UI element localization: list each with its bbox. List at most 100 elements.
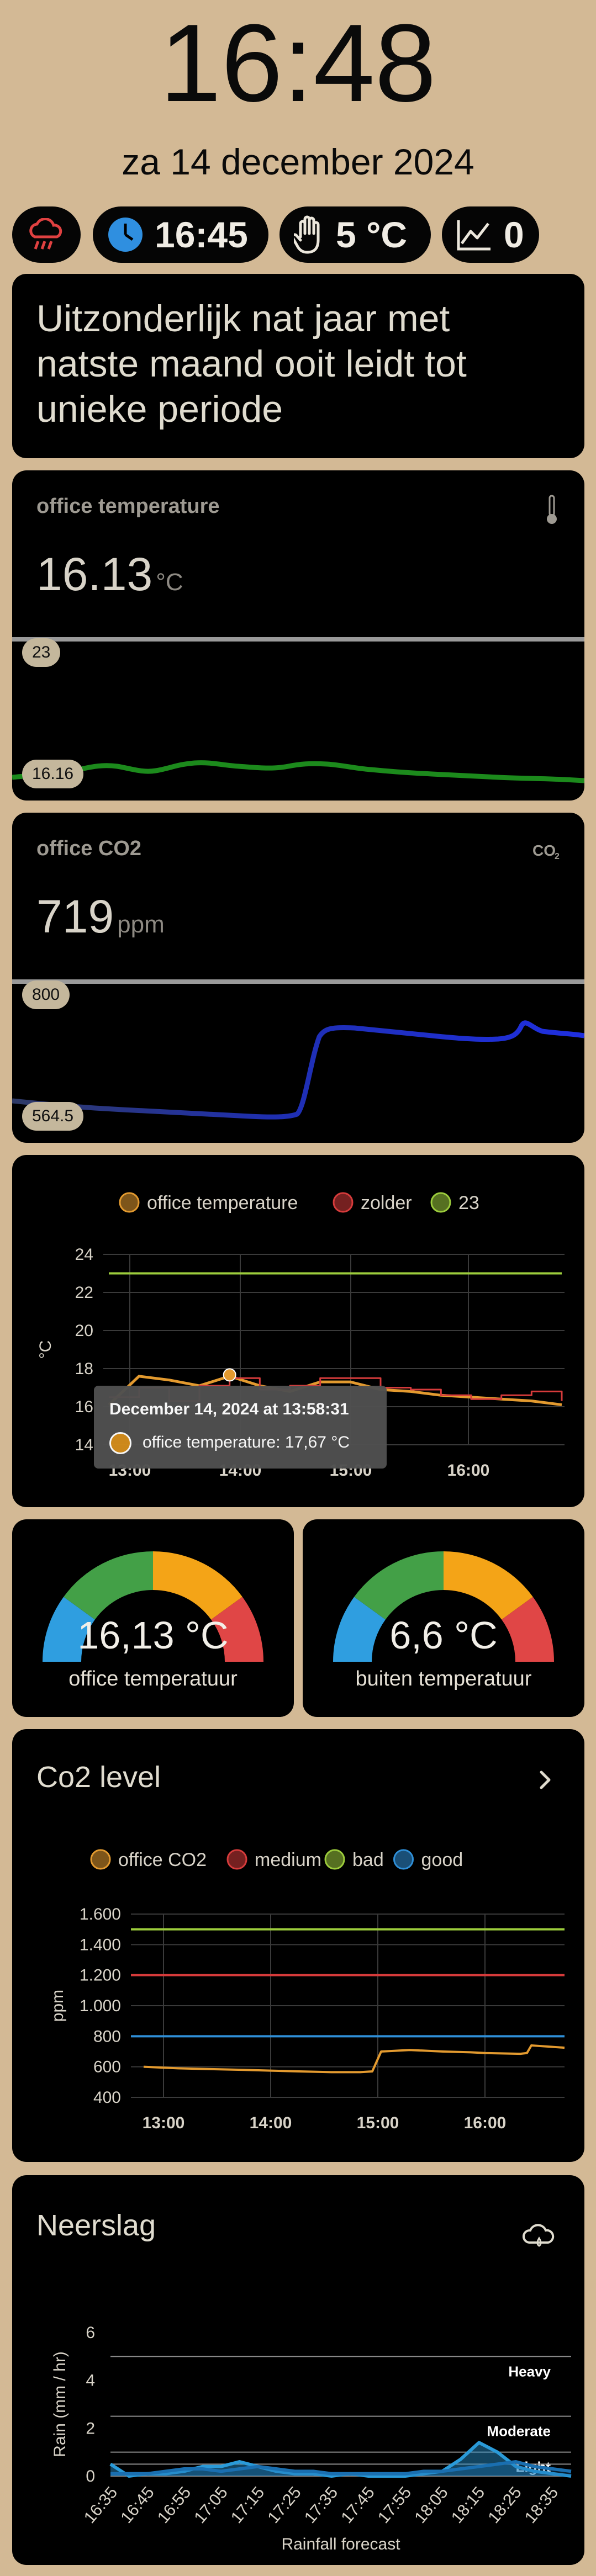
- legend-swatch: [393, 1849, 414, 1870]
- gauge-segment: [43, 1597, 95, 1662]
- y-axis-label: Rain (mm / hr): [51, 2351, 69, 2457]
- x-axis-label: Rainfall forecast: [281, 2535, 400, 2553]
- sensor-name: office temperature: [36, 495, 220, 518]
- gauge-segment: [333, 1597, 386, 1662]
- sensor-value-wrap: 16.13 °C: [36, 548, 183, 601]
- outside-gauge-card[interactable]: 6,6 °C buiten temperatuur: [303, 1519, 584, 1717]
- sensor-value: 719: [36, 891, 114, 942]
- series-line-office-co2: [143, 2044, 565, 2074]
- rain-line: [110, 2460, 572, 2476]
- trend-chip[interactable]: 0: [442, 206, 539, 263]
- x-tick-label: 17:05: [191, 2483, 231, 2527]
- clock-icon: [108, 218, 143, 252]
- gauge-segment: [354, 1551, 444, 1620]
- card-title: Co2 level: [36, 1761, 161, 1794]
- news-card[interactable]: Uitzonderlijk nat jaar met natste maand …: [12, 274, 584, 458]
- y-tick-label: 4: [86, 2372, 95, 2390]
- sensor-unit: ppm: [117, 911, 165, 938]
- x-tick-label: 16:00: [464, 2114, 507, 2132]
- y-axis-label: ppm: [49, 1990, 67, 2022]
- y-tick-label: 16: [75, 1398, 93, 1416]
- legend-label: good: [421, 1849, 463, 1870]
- y-tick-label: 400: [93, 2089, 121, 2107]
- legend-label: office temperature: [147, 1192, 298, 1213]
- rain-alert-chip[interactable]: [12, 206, 81, 263]
- y-tick-label: 22: [75, 1284, 93, 1302]
- tooltip-value: office temperature: 17,67 °C: [143, 1433, 350, 1451]
- rain-card[interactable]: Neerslag 6 4 2 0 Heavy Moderate Light 16:35 16:4…: [12, 2175, 584, 2565]
- y-tick-label: 2: [86, 2419, 95, 2437]
- co2-icon: CO 2: [532, 842, 560, 860]
- gauge-segment: [444, 1551, 533, 1620]
- min-pill: 564.5: [22, 1102, 84, 1131]
- x-tick-label: 16:45: [117, 2483, 158, 2527]
- gauge-label: buiten temperatuur: [355, 1667, 532, 1690]
- sensor-value: 16.13: [36, 548, 153, 600]
- y-tick-label: 1.400: [80, 1936, 121, 1954]
- x-tick-label: 13:00: [143, 2114, 185, 2132]
- office-temperature-card[interactable]: office temperature 16.13 °C 23 16.16: [12, 470, 584, 801]
- sensor-name: office CO2: [36, 837, 142, 860]
- clock-time: 16:48: [160, 2, 436, 125]
- level-label: Moderate: [487, 2423, 551, 2440]
- legend-swatch: [333, 1192, 354, 1213]
- office-gauge-card[interactable]: 16,13 °C office temperatuur: [12, 1519, 294, 1717]
- co2-chart[interactable]: office CO2 medium bad good 1.600 1.400 1.200 1.…: [12, 1828, 584, 2162]
- office-gauge: [43, 1551, 263, 1662]
- series-line-office-temperature: [108, 1375, 562, 1407]
- rain-area: [110, 2462, 571, 2476]
- clock-date: za 14 december 2024: [122, 141, 474, 182]
- gauge-value: 16,13 °C: [77, 1614, 229, 1657]
- y-tick-label: 1.600: [80, 1905, 121, 1923]
- y-axis-label: °C: [36, 1340, 55, 1359]
- legend-label: bad: [352, 1849, 384, 1870]
- legend-swatch: [430, 1192, 451, 1213]
- thermometer-icon: [547, 495, 557, 524]
- x-tick-label: 16:00: [447, 1461, 490, 1480]
- legend-swatch: [90, 1849, 111, 1870]
- rain-cloud-icon: [29, 218, 62, 250]
- y-tick-label: 18: [75, 1360, 93, 1378]
- x-tick-label: 16:35: [81, 2483, 122, 2527]
- rain-area: [110, 2442, 571, 2476]
- legend-swatch: [324, 1849, 345, 1870]
- legend-swatch: [226, 1849, 247, 1870]
- trend-count: 0: [504, 214, 524, 255]
- co2-line: [12, 1020, 584, 1120]
- y-tick-label: 0: [86, 2467, 95, 2485]
- gauge-segment: [211, 1597, 263, 1662]
- rain-chart[interactable]: 6420HeavyModerateLight16:3516:4516:5517:…: [12, 2275, 584, 2565]
- x-tick-label: 17:35: [301, 2483, 342, 2527]
- svg-text:2: 2: [555, 852, 560, 860]
- y-tick-label: 1.000: [80, 1997, 121, 2015]
- gauge-segment: [502, 1597, 554, 1662]
- gauge-segment: [153, 1551, 242, 1620]
- co2-level-card[interactable]: Co2 level office CO2 medium bad good 1.600 1.…: [12, 1729, 584, 2162]
- news-headline: Uitzonderlijk nat jaar met natste maand …: [36, 298, 467, 430]
- sensor-unit: °C: [156, 569, 183, 596]
- office-co2-card[interactable]: office CO2 CO 2 719 ppm 800 564.5: [12, 813, 584, 1143]
- temperature-sparkline: [12, 637, 584, 783]
- temperature-line: [12, 760, 584, 783]
- tooltip-swatch: [109, 1432, 131, 1454]
- legend-label: zolder: [361, 1192, 412, 1213]
- weather-chip[interactable]: 5 °C: [279, 206, 431, 263]
- y-tick-label: 600: [93, 2058, 121, 2076]
- gauge-label: office temperatuur: [68, 1667, 238, 1690]
- x-tick-label: 16:55: [154, 2483, 195, 2527]
- chevron-right-icon[interactable]: [539, 1770, 551, 1790]
- x-tick-label: 18:25: [484, 2483, 525, 2527]
- x-tick-label: 17:55: [375, 2483, 415, 2527]
- legend-label: office CO2: [118, 1849, 207, 1870]
- card-title: Neerslag: [36, 2209, 156, 2242]
- x-tick-label: 18:35: [521, 2483, 562, 2527]
- next-event-chip[interactable]: 16:45: [93, 206, 268, 263]
- gauge-value: 6,6 °C: [389, 1614, 498, 1657]
- y-tick-label: 24: [75, 1245, 93, 1264]
- svg-text:CO: CO: [532, 842, 556, 859]
- limit-pill: 23: [22, 638, 61, 667]
- outside-gauge: [333, 1551, 554, 1662]
- x-tick-label: 17:25: [264, 2483, 305, 2527]
- x-tick-label: 18:05: [411, 2483, 452, 2527]
- chart-line-icon: [457, 220, 490, 251]
